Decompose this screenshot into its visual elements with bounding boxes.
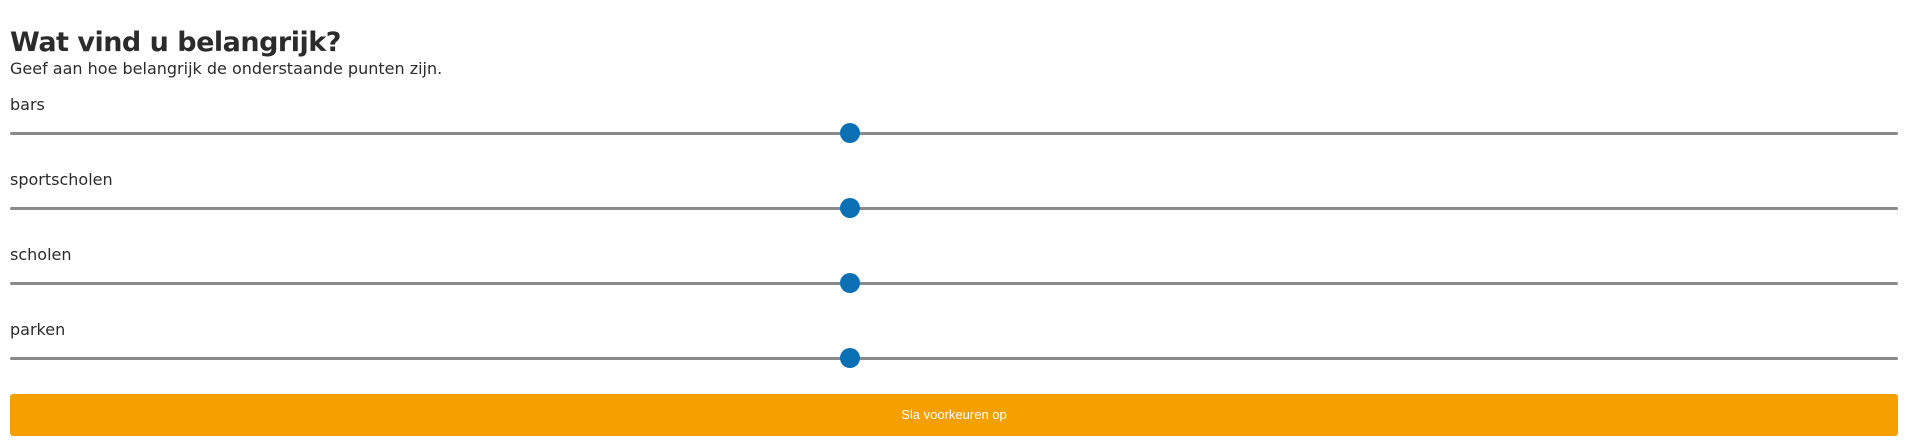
slider-track-scholen[interactable] (10, 282, 1898, 285)
slider-row-scholen: scholen (10, 245, 1898, 305)
slider-label-sportscholen: sportscholen (10, 170, 113, 189)
slider-label-scholen: scholen (10, 245, 72, 264)
slider-thumb-scholen[interactable] (840, 273, 860, 293)
slider-label-parken: parken (10, 320, 66, 339)
page-title: Wat vind u belangrijk? (10, 27, 341, 58)
slider-row-parken: parken (10, 320, 1898, 380)
slider-thumb-bars[interactable] (840, 123, 860, 143)
page-subtitle: Geef aan hoe belangrijk de onderstaande … (10, 59, 443, 78)
save-preferences-button[interactable]: Sla voorkeuren op (10, 394, 1898, 436)
slider-label-bars: bars (10, 95, 45, 114)
slider-track-bars[interactable] (10, 132, 1898, 135)
slider-thumb-sportscholen[interactable] (840, 198, 860, 218)
slider-track-parken[interactable] (10, 357, 1898, 360)
slider-row-sportscholen: sportscholen (10, 170, 1898, 230)
slider-track-sportscholen[interactable] (10, 207, 1898, 210)
slider-row-bars: bars (10, 95, 1898, 155)
slider-thumb-parken[interactable] (840, 348, 860, 368)
